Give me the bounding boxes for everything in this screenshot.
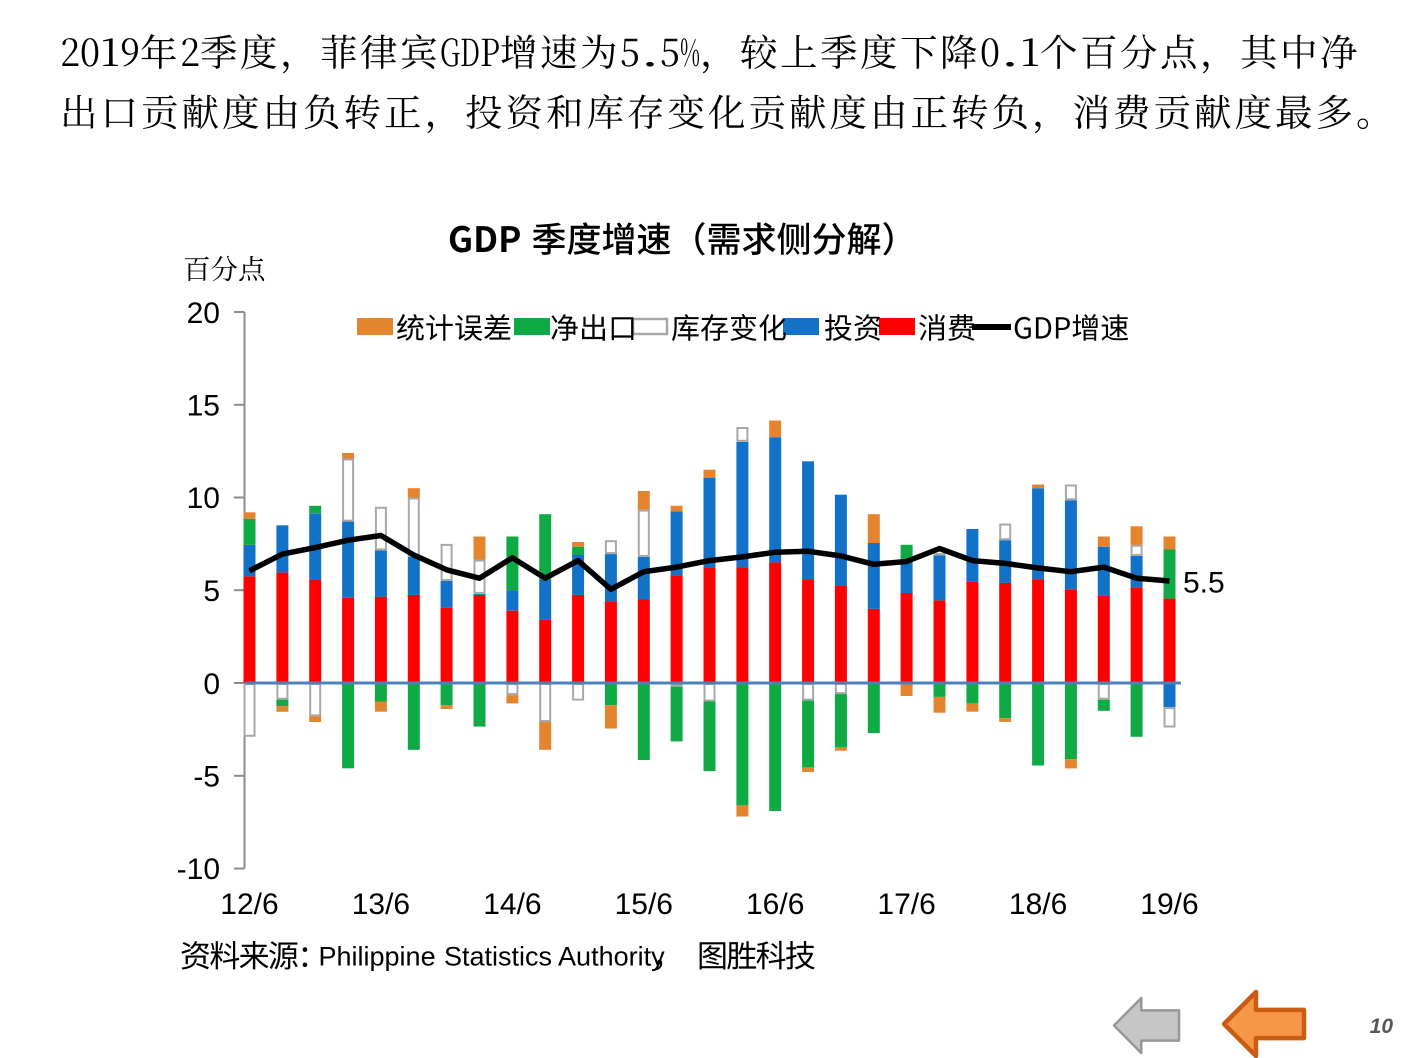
svg-text:Philippine: Philippine — [319, 941, 436, 971]
svg-text:20: 20 — [187, 297, 220, 330]
svg-text:Statistics Authority: Statistics Authority — [444, 941, 665, 971]
svg-text:15: 15 — [187, 390, 220, 423]
svg-text:0: 0 — [203, 668, 220, 701]
svg-text:16/6: 16/6 — [746, 888, 804, 921]
svg-text:13/6: 13/6 — [352, 888, 410, 921]
svg-text:5: 5 — [203, 575, 220, 608]
svg-text:5.5: 5.5 — [1183, 567, 1225, 600]
svg-text:-10: -10 — [177, 853, 220, 886]
svg-text:14/6: 14/6 — [483, 888, 541, 921]
svg-text:15/6: 15/6 — [615, 888, 673, 921]
svg-text:12/6: 12/6 — [220, 888, 278, 921]
svg-text:17/6: 17/6 — [877, 888, 935, 921]
svg-text:18/6: 18/6 — [1009, 888, 1067, 921]
svg-text:10: 10 — [187, 482, 220, 515]
svg-text:10: 10 — [1370, 1015, 1394, 1038]
svg-text:19/6: 19/6 — [1140, 888, 1198, 921]
svg-text:-5: -5 — [193, 761, 220, 794]
